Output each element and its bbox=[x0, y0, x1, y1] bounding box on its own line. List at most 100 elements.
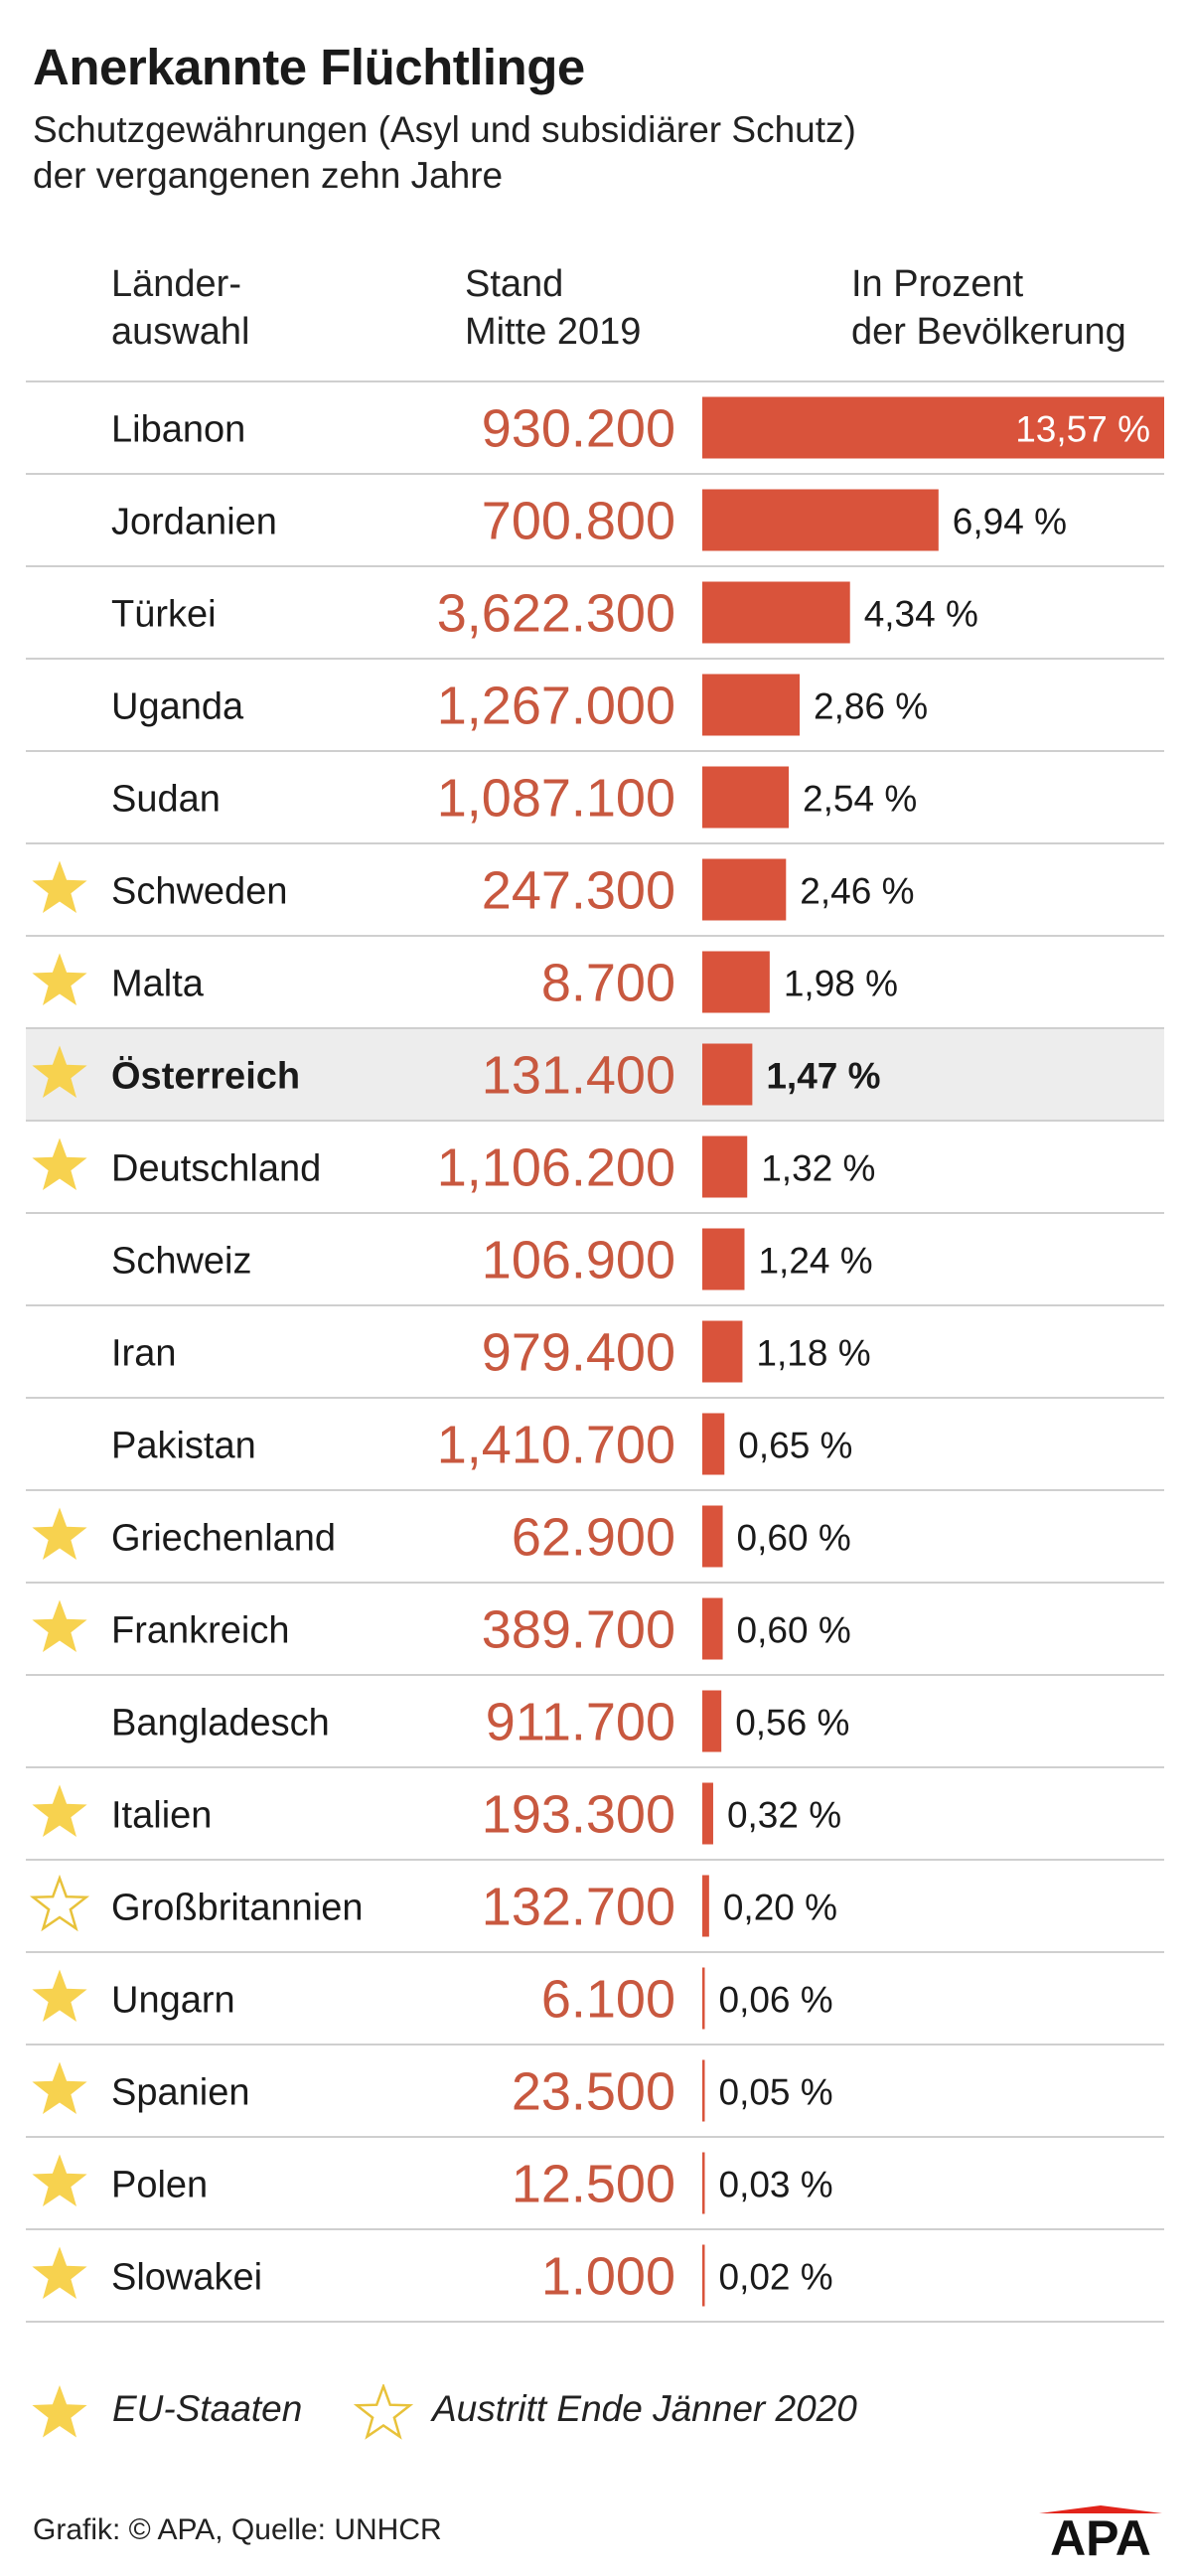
eu-star-icon bbox=[32, 1784, 87, 1837]
stand-value: 12.500 bbox=[512, 2155, 675, 2214]
country-label: Bangladesch bbox=[111, 1703, 330, 1744]
stand-value: 23.500 bbox=[512, 2062, 675, 2122]
percent-bar bbox=[702, 1690, 722, 1752]
percent-label: 0,32 % bbox=[727, 1795, 841, 1836]
percent-bar bbox=[702, 1043, 753, 1106]
percent-label: 0,20 % bbox=[723, 1888, 837, 1928]
percent-bar bbox=[702, 2059, 705, 2122]
percent-label: 1,24 % bbox=[758, 1241, 872, 1282]
country-label: Türkei bbox=[111, 594, 217, 636]
country-label: Ungarn bbox=[111, 1980, 235, 2022]
percent-bar bbox=[702, 1136, 748, 1198]
bar-chart: Libanon 930.200 13,57 % Jordanien 700.800 6,9… bbox=[26, 380, 1164, 2323]
legend-leaving-label: Austritt Ende Jänner 2020 bbox=[432, 2388, 857, 2429]
row-highlight bbox=[26, 1029, 1164, 1120]
percent-bar bbox=[702, 1228, 745, 1290]
stand-value: 1,106.200 bbox=[437, 1138, 675, 1198]
column-header-stand: Stand Mitte 2019 bbox=[465, 260, 641, 356]
apa-logo-text: APA bbox=[1050, 2510, 1151, 2557]
stand-value: 911.700 bbox=[486, 1693, 675, 1752]
stand-value: 1.000 bbox=[541, 2247, 675, 2307]
chart-subtitle: Schutzgewährungen (Asyl und subsidiärer … bbox=[33, 107, 1125, 199]
chart-title: Anerkannte Flüchtlinge bbox=[33, 39, 585, 95]
column-header-country-line-2: auswahl bbox=[111, 311, 250, 353]
legend-leaving-star-icon bbox=[354, 2384, 413, 2440]
percent-label: 1,47 % bbox=[766, 1056, 880, 1097]
eu-star-icon bbox=[32, 860, 87, 913]
eu-star-icon bbox=[32, 2246, 87, 2299]
column-header-country: Länder- auswahl bbox=[111, 260, 249, 356]
stand-value: 8.700 bbox=[541, 954, 675, 1013]
eu-star-icon bbox=[32, 1507, 87, 1560]
percent-bar bbox=[702, 674, 801, 736]
stand-value: 1,410.700 bbox=[437, 1416, 675, 1475]
percent-label: 2,46 % bbox=[800, 871, 914, 912]
percent-label: 1,18 % bbox=[756, 1333, 870, 1374]
percent-bar bbox=[702, 581, 850, 644]
eu-star-icon bbox=[32, 1599, 87, 1652]
percent-label: 2,54 % bbox=[803, 779, 917, 820]
percent-bar bbox=[702, 1875, 709, 1937]
column-header-country-line-1: Länder- bbox=[111, 263, 241, 305]
country-label: Sudan bbox=[111, 779, 221, 821]
percent-bar bbox=[702, 1782, 713, 1845]
percent-label: 0,06 % bbox=[719, 1980, 833, 2021]
stand-value: 3,622.300 bbox=[437, 584, 675, 644]
country-label: Schweiz bbox=[111, 1241, 252, 1283]
percent-bar bbox=[702, 489, 939, 551]
percent-label: 1,32 % bbox=[761, 1148, 875, 1189]
percent-bar bbox=[702, 2244, 705, 2307]
stand-value: 389.700 bbox=[482, 1600, 675, 1660]
percent-label: 0,05 % bbox=[719, 2072, 833, 2113]
legend-eu-star-icon bbox=[32, 2385, 87, 2438]
country-label: Libanon bbox=[111, 409, 245, 451]
subtitle-line-1: Schutzgewährungen (Asyl und subsidiärer … bbox=[33, 109, 856, 150]
star-outline-icon bbox=[354, 2384, 413, 2440]
legend-eu-label: EU-Staaten bbox=[112, 2388, 303, 2429]
percent-bar bbox=[702, 1320, 743, 1383]
percent-bar bbox=[702, 858, 787, 921]
percent-label: 2,86 % bbox=[814, 686, 928, 727]
percent-bar bbox=[702, 951, 770, 1013]
eu-star-icon bbox=[32, 2154, 87, 2206]
country-label: Malta bbox=[111, 964, 205, 1005]
percent-label: 6,94 % bbox=[953, 502, 1067, 542]
percent-label: 4,34 % bbox=[864, 594, 978, 635]
eu-star-icon bbox=[32, 1969, 87, 2022]
percent-label: 0,02 % bbox=[719, 2257, 833, 2298]
percent-label: 0,65 % bbox=[738, 1426, 852, 1466]
stand-value: 700.800 bbox=[482, 492, 675, 551]
column-header-percent-line-2: der Bevölkerung bbox=[851, 311, 1126, 353]
country-label: Italien bbox=[111, 1795, 212, 1837]
stand-value: 247.300 bbox=[482, 861, 675, 921]
stand-value: 6.100 bbox=[541, 1970, 675, 2030]
stand-value: 193.300 bbox=[482, 1785, 675, 1845]
stand-value: 1,087.100 bbox=[437, 769, 675, 829]
country-label: Uganda bbox=[111, 686, 244, 728]
percent-bar bbox=[702, 2152, 705, 2214]
stand-value: 132.700 bbox=[482, 1878, 675, 1937]
column-header-stand-line-1: Stand bbox=[465, 263, 564, 305]
country-label: Slowakei bbox=[111, 2257, 262, 2299]
star-filled-icon bbox=[32, 2385, 87, 2438]
country-label: Jordanien bbox=[111, 502, 277, 543]
country-label: Iran bbox=[111, 1333, 176, 1375]
percent-bar bbox=[702, 396, 1164, 459]
stand-value: 62.900 bbox=[512, 1508, 675, 1568]
country-label: Frankreich bbox=[111, 1610, 290, 1652]
column-header-stand-line-2: Mitte 2019 bbox=[465, 311, 642, 353]
country-label: Pakistan bbox=[111, 1426, 256, 1467]
country-label: Österreich bbox=[111, 1055, 300, 1098]
percent-bar bbox=[702, 1597, 723, 1660]
percent-label: 0,60 % bbox=[737, 1610, 851, 1651]
percent-label: 0,03 % bbox=[719, 2165, 833, 2205]
country-label: Polen bbox=[111, 2165, 208, 2206]
stand-value: 1,267.000 bbox=[437, 677, 675, 736]
stand-value: 979.400 bbox=[482, 1323, 675, 1383]
percent-label: 0,60 % bbox=[737, 1518, 851, 1559]
country-label: Großbritannien bbox=[111, 1888, 363, 1929]
eu-star-icon bbox=[32, 953, 87, 1005]
percent-label: 0,56 % bbox=[735, 1703, 849, 1743]
column-header-percent-line-1: In Prozent bbox=[851, 263, 1024, 305]
eu-star-icon bbox=[32, 2061, 87, 2114]
